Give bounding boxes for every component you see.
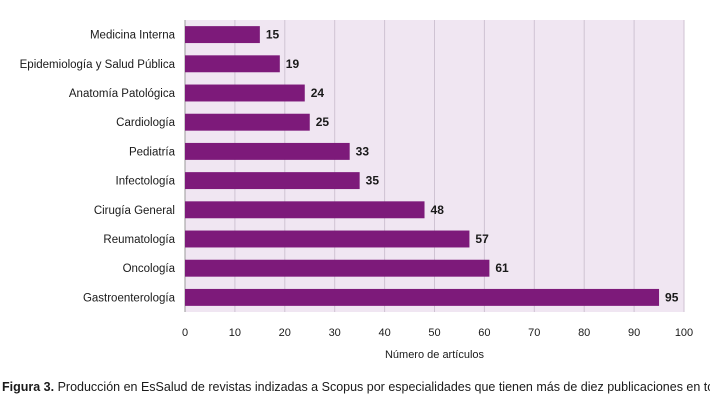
category-label: Cardiología: [116, 117, 175, 129]
x-tick-label: 10: [229, 327, 241, 339]
bar: [185, 201, 425, 219]
bar: [185, 230, 470, 248]
bar: [185, 288, 660, 306]
category-label: Infectología: [116, 176, 176, 188]
x-tick-label: 80: [578, 327, 590, 339]
x-tick-label: 20: [279, 327, 291, 339]
x-tick-label: 40: [378, 327, 390, 339]
x-tick-label: 100: [675, 327, 693, 339]
bar-chart-svg: Medicina Interna Epidemiología y Salud Pú…: [20, 20, 693, 361]
x-tick-label: 30: [329, 327, 341, 339]
x-tick-labels: 0 10 20 30 40 50 60 70 80 90 100: [182, 327, 693, 339]
value-label: 35: [366, 174, 380, 188]
bar: [185, 142, 350, 160]
bar: [185, 113, 310, 131]
x-tick-label: 0: [182, 327, 188, 339]
category-label: Cirugía General: [94, 205, 175, 217]
value-label: 57: [475, 232, 489, 246]
value-label: 48: [431, 203, 445, 217]
chart: Medicina Interna Epidemiología y Salud Pú…: [20, 20, 693, 361]
category-label: Oncología: [123, 263, 176, 275]
bar: [185, 172, 360, 190]
bar: [185, 259, 490, 277]
value-label: 15: [266, 28, 280, 42]
x-axis-title: Número de artículos: [385, 349, 485, 361]
value-labels: 15 19 24 25 33 35 48 57 61 95: [266, 28, 679, 305]
bar: [185, 84, 305, 102]
value-label: 19: [286, 57, 300, 71]
category-label: Reumatología: [103, 234, 175, 246]
value-label: 24: [311, 86, 325, 100]
x-tick-label: 90: [628, 327, 640, 339]
caption-label: Figura 3.: [2, 380, 55, 394]
category-label: Epidemiología y Salud Pública: [20, 59, 176, 71]
category-labels: Medicina Interna Epidemiología y Salud Pú…: [20, 30, 176, 305]
category-label: Anatomía Patológica: [69, 88, 176, 100]
value-label: 25: [316, 115, 330, 129]
x-tick-label: 70: [528, 327, 540, 339]
value-label: 95: [665, 290, 679, 304]
value-label: 61: [495, 261, 509, 275]
gridlines: [184, 20, 685, 312]
x-tick-label: 60: [478, 327, 490, 339]
category-label: Medicina Interna: [90, 30, 176, 42]
bar: [185, 55, 280, 73]
category-label: Pediatría: [129, 146, 176, 158]
caption-text: Producción en EsSalud de revistas indiza…: [54, 380, 710, 394]
bar: [185, 26, 260, 44]
category-label: Gastroenterología: [83, 292, 176, 304]
x-tick-label: 50: [428, 327, 440, 339]
value-label: 33: [356, 144, 370, 158]
figure-caption: Figura 3. Producción en EsSalud de revis…: [2, 379, 710, 395]
bars: [185, 26, 660, 306]
